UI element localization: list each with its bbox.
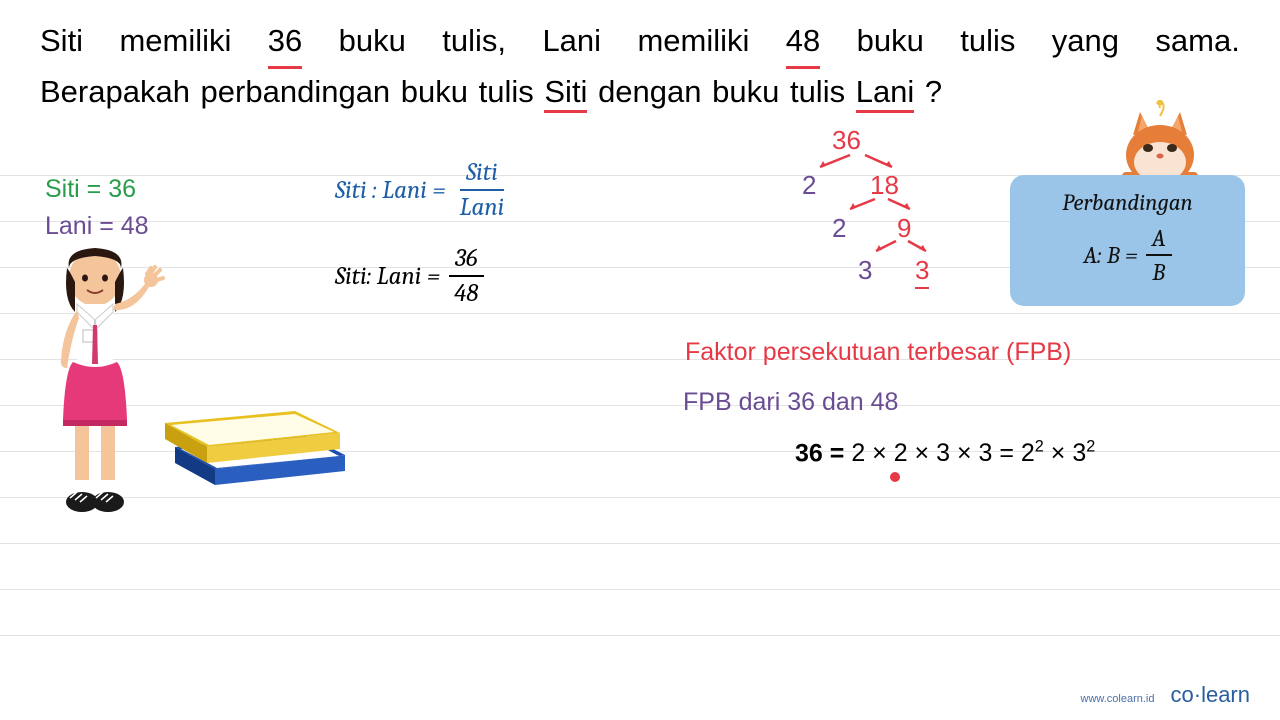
question-line-2: Berapakah perbandingan buku tulis Siti d… [40, 69, 1240, 116]
factor-tree-36: 36 2 18 2 9 3 3 [790, 125, 930, 285]
footer-logo: co·learn [1171, 682, 1251, 708]
ratio-eq-1: Siti : Lani = Siti Lani [335, 158, 510, 222]
ratio-equations: Siti : Lani = Siti Lani Siti: Lani = 36 … [335, 158, 510, 330]
student-illustration [35, 240, 165, 540]
footer-url: www.colearn.id [1081, 693, 1155, 705]
footer: www.colearn.id co·learn [1081, 682, 1250, 708]
question-line-1: Sitimemiliki36bukutulis,Lanimemiliki48bu… [40, 18, 1240, 69]
fpb-equation: 36 = 2 × 2 × 3 × 3 = 22 × 32 [795, 438, 1095, 468]
ratio-eq-2: Siti: Lani = 36 48 [335, 244, 510, 308]
formula-equation: A: B = A B [1028, 224, 1227, 286]
given-lani: Lani = 48 [45, 212, 149, 241]
fpb-title: Faktor persekutuan terbesar (FPB) [685, 338, 1071, 367]
formula-title: Perbandingan [1028, 189, 1227, 216]
formula-card: Perbandingan A: B = A B [1010, 175, 1245, 306]
question-text: Sitimemiliki36bukutulis,Lanimemiliki48bu… [0, 0, 1280, 115]
books-illustration [145, 395, 355, 495]
given-siti: Siti = 36 [45, 175, 149, 204]
given-values: Siti = 36 Lani = 48 [45, 175, 149, 241]
fpb-subtitle: FPB dari 36 dan 48 [683, 388, 898, 417]
cat-mascot-icon [1100, 100, 1220, 185]
pointer-dot [890, 472, 900, 482]
